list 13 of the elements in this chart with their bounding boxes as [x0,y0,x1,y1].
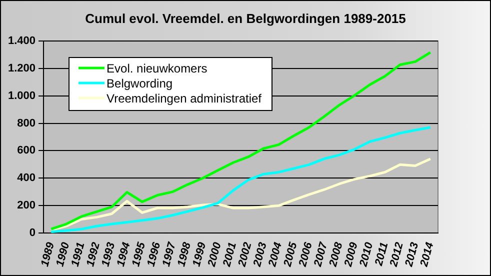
y-tick-label: 1.000 [8,90,36,102]
legend-label: Vreemdelingen administratief [106,91,262,106]
y-tick-label: 200 [17,200,36,212]
y-tick-label: 1.400 [8,35,36,48]
y-tick-label: 600 [17,144,36,157]
y-tick-label: 400 [17,172,36,184]
y-tick-label: 800 [17,117,36,130]
legend-label: Evol. nieuwkomers [106,61,208,76]
y-tick-label: 1.200 [8,62,36,74]
x-tick-label: 1992 [84,241,102,268]
chart-title: Cumul evol. Vreemdel. en Belgwordingen 1989-2015 [84,11,407,26]
legend-label: Belgwording [106,76,173,90]
y-tick-label: 0 [29,226,36,239]
